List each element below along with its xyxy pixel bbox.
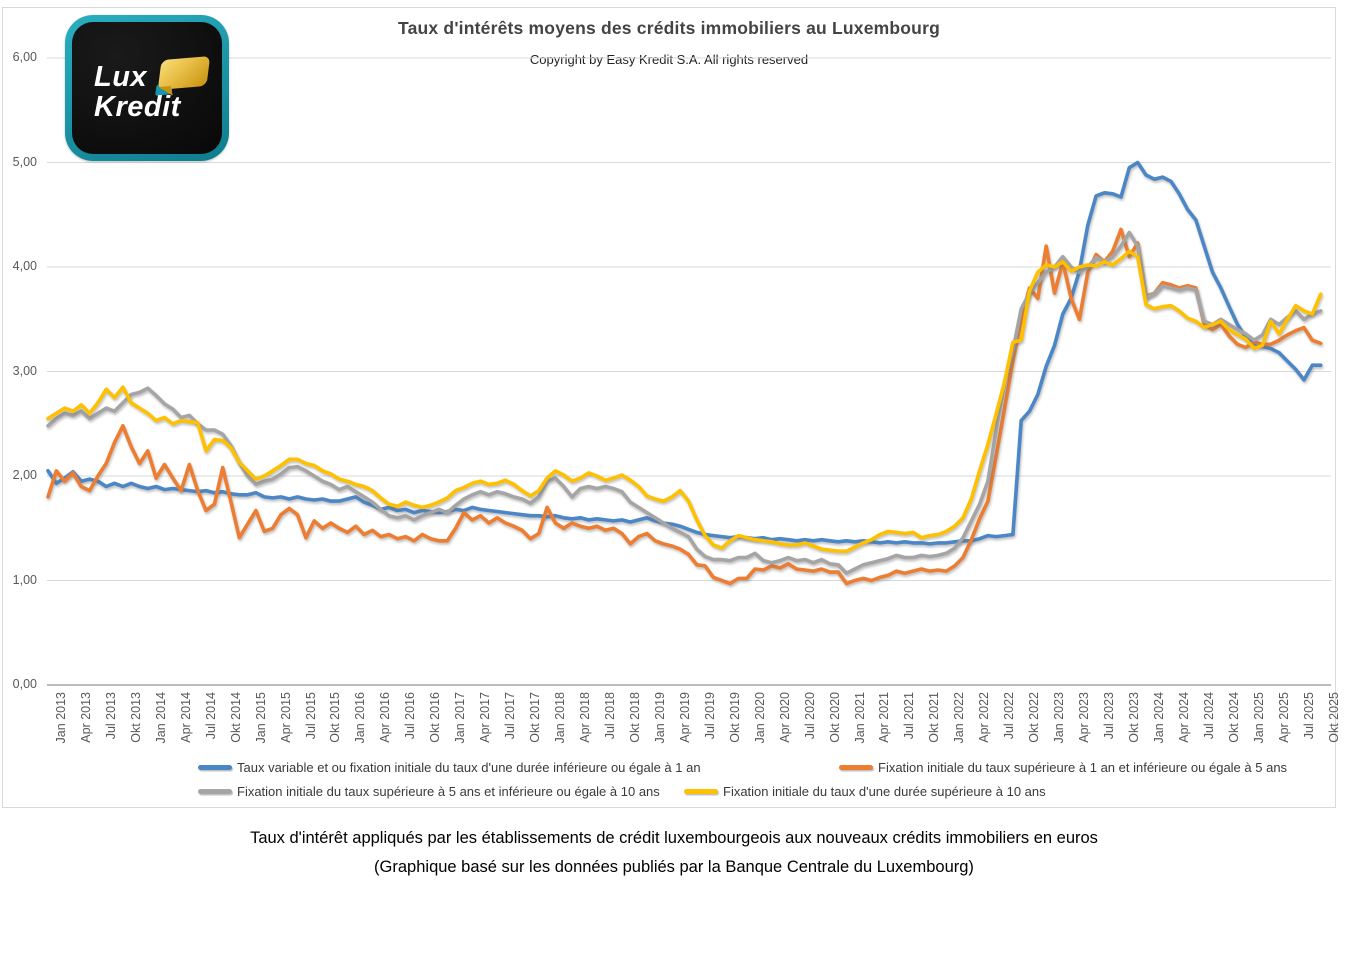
x-tick-label: Apr 2017 bbox=[478, 692, 493, 743]
legend-marker-icon bbox=[198, 788, 232, 794]
x-tick-label: Jan 2020 bbox=[752, 692, 767, 744]
y-tick-label: 2,00 bbox=[12, 468, 37, 482]
legend-label: Fixation initiale du taux d'une durée su… bbox=[723, 783, 1046, 799]
x-tick-label: Jan 2019 bbox=[652, 692, 667, 744]
x-tick-label: Okt 2024 bbox=[1226, 692, 1241, 743]
x-tick-label: Okt 2019 bbox=[727, 692, 742, 743]
caption: Taux d'intérêt appliqués par les établis… bbox=[0, 824, 1348, 882]
x-tick-label: Okt 2022 bbox=[1027, 692, 1042, 743]
chart-container: Taux d'intérêts moyens des crédits immob… bbox=[2, 7, 1341, 808]
x-tick-label: Jul 2024 bbox=[1201, 692, 1216, 740]
x-tick-label: Jan 2017 bbox=[453, 692, 468, 744]
x-tick-label: Apr 2015 bbox=[278, 692, 293, 743]
x-tick-label: Apr 2018 bbox=[578, 692, 593, 743]
x-tick-label: Jul 2018 bbox=[602, 692, 617, 740]
caption-line1: Taux d'intérêt appliqués par les établis… bbox=[250, 829, 1098, 847]
legend-item-2: Fixation initiale du taux supérieure à 5… bbox=[198, 783, 660, 799]
x-tick-label: Jul 2014 bbox=[203, 692, 218, 740]
caption-line2: (Graphique basé sur les données publiés … bbox=[374, 858, 974, 876]
x-tick-label: Jul 2023 bbox=[1102, 692, 1117, 740]
chart-subtitle-text: Copyright by Easy Kredit S.A. All rights… bbox=[519, 52, 819, 67]
x-tick-label: Jul 2021 bbox=[902, 692, 917, 740]
series-line-1 bbox=[46, 227, 1323, 586]
x-tick-label: Okt 2013 bbox=[128, 692, 143, 743]
x-tick-label: Okt 2021 bbox=[927, 692, 942, 743]
luxkredit-logo: Lux Kredit bbox=[65, 15, 229, 161]
logo-background: Lux Kredit bbox=[72, 22, 222, 154]
series-line-0 bbox=[46, 160, 1323, 546]
y-tick-label: 4,00 bbox=[12, 259, 37, 273]
x-tick-label: Okt 2017 bbox=[528, 692, 543, 743]
legend-label: Fixation initiale du taux supérieure à 5… bbox=[237, 783, 660, 799]
x-tick-label: Jan 2018 bbox=[553, 692, 568, 744]
x-tick-label: Jul 2017 bbox=[503, 692, 518, 740]
logo-text: Lux Kredit bbox=[94, 62, 181, 122]
x-tick-label: Okt 2020 bbox=[827, 692, 842, 743]
x-tick-label: Okt 2016 bbox=[428, 692, 443, 743]
x-tick-label: Jul 2019 bbox=[702, 692, 717, 740]
x-tick-label: Apr 2025 bbox=[1276, 692, 1291, 743]
y-tick-label: 3,00 bbox=[12, 363, 37, 378]
x-tick-label: Okt 2014 bbox=[228, 692, 243, 743]
x-tick-label: Jul 2020 bbox=[802, 692, 817, 740]
chart-title: Taux d'intérêts moyens des crédits immob… bbox=[398, 18, 940, 38]
x-tick-label: Jul 2025 bbox=[1301, 692, 1316, 740]
legend-item-3: Fixation initiale du taux d'une durée su… bbox=[684, 783, 1046, 799]
x-tick-label: Jul 2013 bbox=[103, 692, 118, 740]
legend-marker-icon bbox=[684, 788, 718, 794]
series-line-2 bbox=[46, 230, 1323, 576]
x-tick-label: Jul 2016 bbox=[403, 692, 418, 740]
chart-subtitle: Copyright by Easy Kredit S.A. All rights… bbox=[3, 52, 1335, 67]
y-tick-label: 6,00 bbox=[12, 50, 37, 64]
x-tick-label: Jan 2014 bbox=[153, 692, 168, 744]
legend-item-0: Taux variable et ou fixation initiale du… bbox=[198, 759, 701, 775]
x-tick-label: Apr 2014 bbox=[178, 692, 193, 743]
x-tick-label: Jan 2025 bbox=[1251, 692, 1266, 744]
logo-text-line2: Kredit bbox=[94, 91, 181, 123]
legend-label: Taux variable et ou fixation initiale du… bbox=[237, 759, 701, 775]
legend-marker-icon bbox=[198, 764, 232, 770]
x-tick-label: Apr 2022 bbox=[977, 692, 992, 743]
x-tick-label: Apr 2021 bbox=[877, 692, 892, 743]
x-tick-label: Apr 2019 bbox=[677, 692, 692, 743]
x-tick-label: Jan 2015 bbox=[253, 692, 268, 744]
legend-item-1: Fixation initiale du taux supérieure à 1… bbox=[839, 759, 1288, 775]
series-line-3 bbox=[46, 249, 1323, 554]
y-tick-label: 1,00 bbox=[12, 572, 37, 587]
x-tick-label: Jan 2016 bbox=[353, 692, 368, 744]
x-tick-label: Apr 2016 bbox=[378, 692, 393, 743]
x-tick-label: Jan 2022 bbox=[952, 692, 967, 744]
x-tick-label: Okt 2015 bbox=[328, 692, 343, 743]
x-tick-label: Apr 2013 bbox=[78, 692, 93, 743]
x-tick-label: Jul 2022 bbox=[1002, 692, 1017, 740]
legend-marker-icon bbox=[839, 764, 873, 770]
x-tick-label: Okt 2018 bbox=[627, 692, 642, 743]
x-tick-label: Apr 2020 bbox=[777, 692, 792, 743]
x-tick-label: Jan 2013 bbox=[54, 692, 68, 744]
y-tick-label: 5,00 bbox=[12, 154, 37, 169]
x-tick-label: Okt 2025 bbox=[1326, 692, 1341, 743]
x-tick-label: Okt 2023 bbox=[1127, 692, 1142, 743]
x-tick-label: Apr 2024 bbox=[1176, 692, 1191, 743]
x-tick-label: Jan 2023 bbox=[1052, 692, 1067, 744]
y-tick-label: 0,00 bbox=[12, 677, 37, 691]
legend-label: Fixation initiale du taux supérieure à 1… bbox=[878, 759, 1288, 775]
x-tick-label: Jan 2021 bbox=[852, 692, 867, 744]
x-tick-label: Jan 2024 bbox=[1151, 692, 1166, 744]
x-tick-label: Jul 2015 bbox=[303, 692, 318, 740]
x-tick-label: Apr 2023 bbox=[1077, 692, 1092, 743]
logo-text-line1: Lux bbox=[94, 61, 148, 93]
